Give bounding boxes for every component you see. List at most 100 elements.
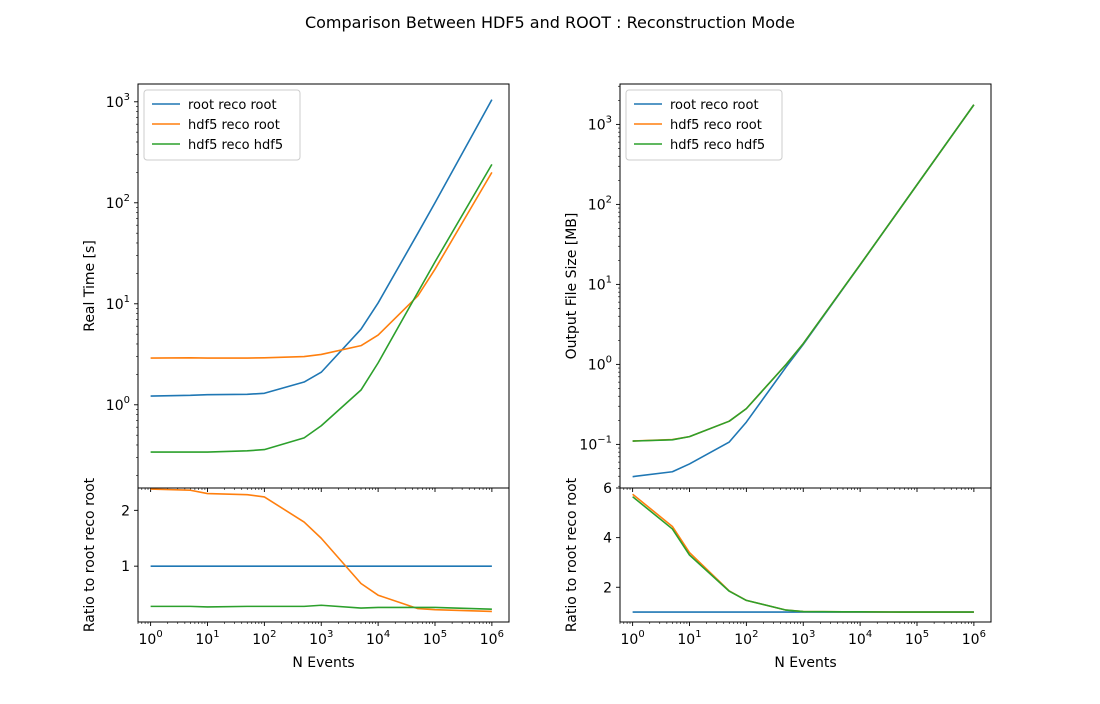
legend-label: hdf5 reco root [670,118,762,133]
y-tick-label: 100 [106,395,130,414]
series-line-hdf5-reco-hdf5 [150,163,493,453]
x-tick-label: 100 [139,629,163,648]
series-line-hdf5-reco-hdf5 [150,604,492,610]
y-tick-label-base: 10 [106,398,124,414]
x-tick-label-exp: 2 [270,629,276,640]
x-tick-label-base: 10 [734,632,752,648]
x-tick-label-base: 10 [621,632,639,648]
series-group-right-bottom [632,493,974,613]
x-tick-label: 104 [366,629,390,648]
y-axis-label: Output File Size [MB] [564,213,580,360]
x-tick-label-base: 10 [848,632,866,648]
x-tick-label-exp: 1 [695,629,701,640]
y-tick-label: 101 [106,294,130,313]
y-axis-label: Ratio to root reco root [82,477,98,632]
y-tick-label-exp: 1 [606,274,612,285]
y-tick-label-exp: 0 [606,354,612,365]
x-tick-label-base: 10 [423,632,441,648]
x-tick-label: 106 [480,629,504,648]
series-line-hdf5-reco-root [150,488,492,613]
x-tick-label-base: 10 [905,632,923,648]
legend-box [143,89,301,161]
series-line-root-reco-root [150,99,493,397]
y-tick-label-base: 10 [106,196,124,212]
series-group-right-top [632,104,975,478]
figure-title: Comparison Between HDF5 and ROOT : Recon… [305,13,795,32]
series-line-hdf5-reco-hdf5 [632,104,975,442]
y-tick-label: 102 [106,193,130,212]
legend-right-top: root reco root hdf5 reco root hdf5 reco hd… [625,89,783,161]
x-tick-label: 105 [423,629,447,648]
y-tick-label-exp: 0 [124,395,130,406]
y-tick-label-base: 10 [588,357,606,373]
y-tick-label: 6 [603,481,612,497]
y-tick-label: 10−1 [579,434,612,453]
legend-left-top: root reco root hdf5 reco root hdf5 reco hd… [143,89,301,161]
y-tick-label: 2 [603,580,612,596]
y-tick-label-base: 10 [588,197,606,213]
x-tick-label-exp: 6 [980,629,986,640]
x-tick-label-base: 10 [195,632,213,648]
y-axis-label: Real Time [s] [82,240,98,332]
x-tick-label-base: 10 [480,632,498,648]
y-tick-label-exp: 2 [606,194,612,205]
legend-label: root reco root [670,98,759,113]
series-line-hdf5-reco-hdf5 [632,496,974,613]
y-tick-label-exp: −1 [597,434,612,445]
x-tick-label-base: 10 [962,632,980,648]
x-tick-label-exp: 2 [752,629,758,640]
x-tick-label-base: 10 [366,632,384,648]
y-tick-label-exp: 3 [606,114,612,125]
x-axis-label: N Events [774,655,836,671]
x-tick-label: 100 [621,629,645,648]
y-tick-label-base: 10 [588,117,606,133]
y-tick-label-base: 10 [106,297,124,313]
y-tick-label: 4 [603,531,612,547]
y-tick-label: 100 [588,354,612,373]
legend-label: hdf5 reco hdf5 [188,138,283,153]
x-tick-label: 106 [962,629,986,648]
y-tick-label: 103 [106,92,130,111]
series-line-hdf5-reco-root [632,493,974,613]
y-tick-label-exp: 1 [124,294,130,305]
x-tick-label-base: 10 [139,632,157,648]
y-tick-label: 103 [588,114,612,133]
x-tick-label: 102 [734,629,758,648]
x-tick-label: 101 [677,629,701,648]
legend-label: hdf5 reco root [188,118,280,133]
y-tick-label-exp: 2 [124,193,130,204]
x-tick-label-exp: 3 [809,629,815,640]
x-tick-label-exp: 0 [638,629,644,640]
x-tick-label: 102 [252,629,276,648]
series-group-left-top [150,99,493,453]
y-tick-label-exp: 3 [124,92,130,103]
y-tick-label-base: 10 [579,437,597,453]
y-tick-label-base: 10 [588,277,606,293]
x-tick-label-base: 10 [309,632,327,648]
x-tick-label-exp: 5 [923,629,929,640]
x-tick-label: 101 [195,629,219,648]
x-tick-label-base: 10 [791,632,809,648]
x-tick-label-exp: 6 [498,629,504,640]
y-axis-label: Ratio to root reco root [564,477,580,632]
x-axis-label: N Events [292,655,354,671]
x-tick-label-exp: 5 [441,629,447,640]
x-tick-label: 103 [309,629,333,648]
series-line-root-reco-root [632,104,975,478]
x-tick-label: 103 [791,629,815,648]
x-tick-label-base: 10 [252,632,270,648]
y-tick-label: 101 [588,274,612,293]
axes-frame-left-bottom [137,487,510,623]
legend-label: hdf5 reco hdf5 [670,138,765,153]
y-tick-label: 1 [121,559,130,575]
x-tick-label-exp: 4 [866,629,872,640]
x-tick-label-exp: 0 [156,629,162,640]
series-line-hdf5-reco-root [150,171,493,359]
